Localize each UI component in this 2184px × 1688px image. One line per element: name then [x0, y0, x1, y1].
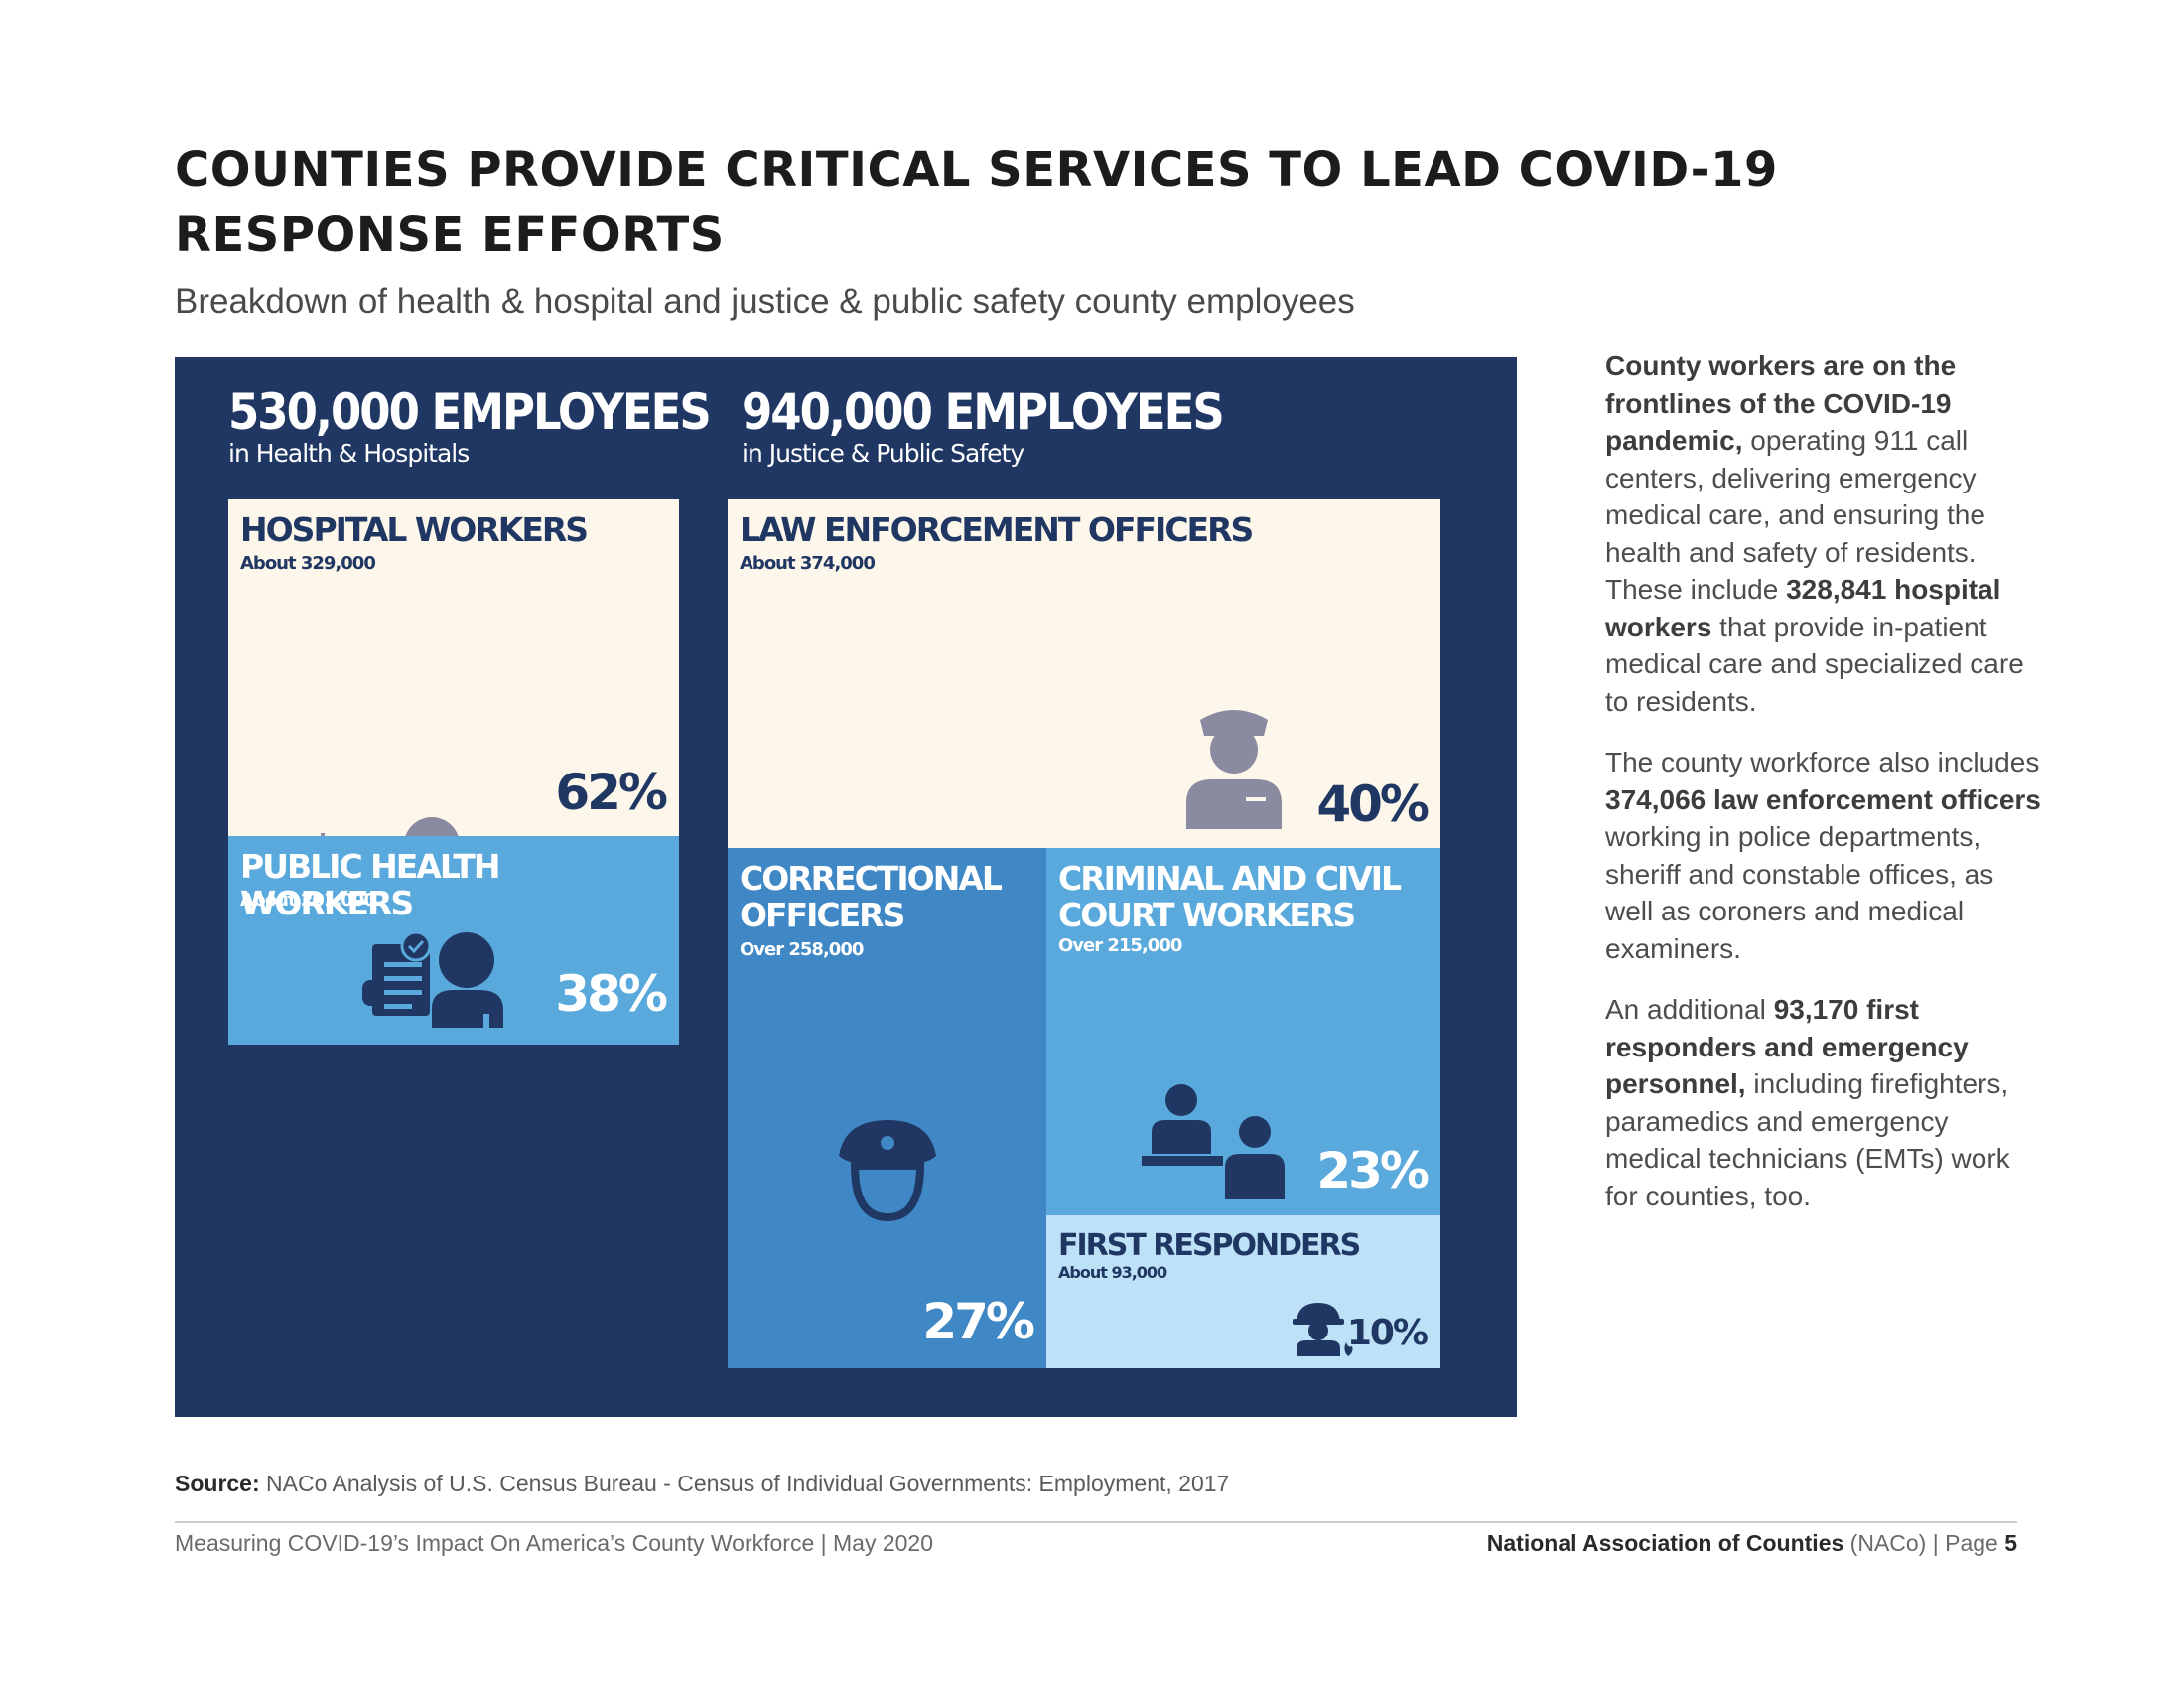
health-employees-count: 530,000 EMPLOYEES — [228, 383, 712, 441]
footer-abbr: (NACo) | Page — [1843, 1530, 2005, 1556]
source-note: Source: NACo Analysis of U.S. Census Bur… — [175, 1471, 1229, 1497]
paragraph-3: An additional 93,170 first responders an… — [1605, 991, 2042, 1214]
bold-text: 93,170 first responders and emergency pe… — [1605, 994, 1969, 1099]
tile-percent: 27% — [922, 1293, 1035, 1350]
first-responders-tile: FIRST RESPONDERS About 93,000 10% — [1046, 1215, 1440, 1368]
tile-title: CRIMINAL AND CIVIL COURT WORKERS — [1058, 859, 1402, 934]
public-health-workers-tile: PUBLIC HEALTH WORKERS About 201,000 38% — [228, 836, 679, 1045]
hospital-workers-tile: HOSPITAL WORKERS About 329,000 — [228, 499, 679, 836]
tile-percent: 10% — [1346, 1313, 1429, 1353]
health-employees-label: in Health & Hospitals — [228, 439, 470, 468]
tile-count: About 329,000 — [240, 553, 376, 574]
virus-icon — [321, 833, 325, 836]
tile-count: About 374,000 — [740, 553, 876, 574]
paragraph-2: The county workforce also includes 374,0… — [1605, 744, 2042, 967]
infographic-panel: 530,000 EMPLOYEES in Health & Hospitals … — [175, 357, 1517, 1417]
page-number: 5 — [2004, 1530, 2017, 1556]
footer-divider — [175, 1521, 2017, 1523]
court-workers-icon — [1142, 1084, 1285, 1199]
law-enforcement-tile: LAW ENFORCEMENT OFFICERS About 374,000 4… — [728, 499, 1440, 848]
tile-title-line-2: OFFICERS — [740, 896, 905, 934]
tile-percent: 62% — [555, 764, 668, 821]
title-line-1: COUNTIES PROVIDE CRITICAL SERVICES TO LE… — [175, 142, 1778, 198]
source-text: NACo Analysis of U.S. Census Bureau - Ce… — [259, 1471, 1230, 1496]
tile-count: Over 258,000 — [740, 939, 864, 960]
paragraph-1: County workers are on the frontlines of … — [1605, 348, 2042, 720]
title-line-2: RESPONSE EFFORTS — [175, 208, 725, 263]
tile-percent: 40% — [1316, 775, 1430, 833]
justice-employees-label: in Justice & Public Safety — [742, 439, 1024, 468]
text: operating 911 call centers, delivering e… — [1605, 425, 1985, 605]
correctional-officers-tile: CORRECTIONAL OFFICERS Over 258,000 27% — [728, 848, 1046, 1368]
tile-count: Over 215,000 — [1058, 935, 1182, 956]
tile-percent: 23% — [1316, 1142, 1430, 1199]
tile-title-line-2: COURT WORKERS — [1058, 896, 1356, 934]
bold-text: 374,066 law enforcement officers — [1605, 783, 2041, 815]
text: that provide in-patient medical care and… — [1605, 611, 2024, 717]
text: working in police departments, sheriff a… — [1605, 821, 1994, 964]
court-workers-tile: CRIMINAL AND CIVIL COURT WORKERS Over 21… — [1046, 848, 1440, 1215]
bold-text: 328,841 hospital workers — [1605, 574, 2001, 642]
tile-title: CORRECTIONAL OFFICERS — [740, 859, 1003, 934]
text: including firefighters, paramedics and e… — [1605, 1068, 2010, 1211]
tile-title: LAW ENFORCEMENT OFFICERS — [740, 510, 1254, 549]
text: An additional — [1605, 994, 1774, 1025]
page-title: COUNTIES PROVIDE CRITICAL SERVICES TO LE… — [175, 137, 1862, 268]
tile-title: HOSPITAL WORKERS — [240, 510, 589, 549]
police-officer-icon — [1186, 710, 1282, 829]
bold-text: County workers are on the frontlines of … — [1605, 351, 1957, 456]
justice-employees-count: 940,000 EMPLOYEES — [742, 383, 1225, 441]
firefighter-icon — [1293, 1303, 1353, 1356]
tile-title: FIRST RESPONDERS — [1058, 1228, 1361, 1263]
footer-publication: Measuring COVID-19’s Impact On America’s… — [175, 1530, 933, 1556]
tile-title-line-1: CRIMINAL AND CIVIL — [1058, 859, 1402, 898]
tile-percent: 38% — [555, 965, 668, 1023]
footer-org: National Association of Counties — [1486, 1530, 1844, 1556]
doctor-icon — [405, 817, 459, 836]
body-text: County workers are on the frontlines of … — [1605, 348, 2042, 1238]
source-label: Source: — [175, 1471, 260, 1496]
text: The county workforce also includes — [1605, 747, 2040, 777]
public-health-worker-icon — [362, 930, 503, 1028]
correctional-officer-icon — [839, 1120, 936, 1221]
tile-count: About 93,000 — [1058, 1263, 1167, 1282]
tile-count: About 201,000 — [240, 890, 376, 911]
page-subtitle: Breakdown of health & hospital and justi… — [175, 282, 1355, 321]
footer-page-info: National Association of Counties (NACo) … — [1487, 1530, 2017, 1557]
tile-title: PUBLIC HEALTH WORKERS — [240, 847, 501, 922]
tile-title-line-1: CORRECTIONAL — [740, 859, 1003, 898]
